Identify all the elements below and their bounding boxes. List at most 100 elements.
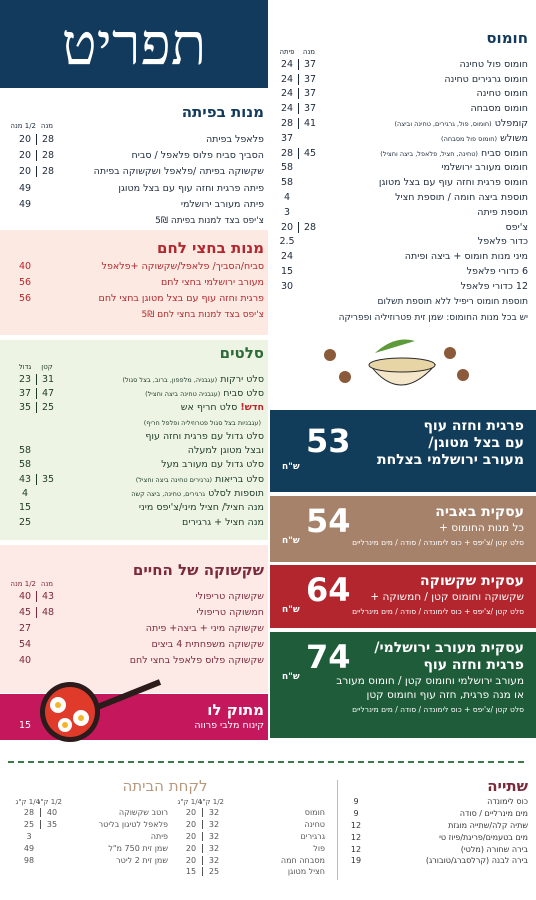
menu-item: חציל מטוגן 25 15 (180, 866, 325, 878)
item-name-cell: שתיה קלה/שתייה מוגזת (367, 821, 528, 830)
item-name: סלט גדול עם מעורב מעל (161, 459, 264, 471)
item-price: 2.5 (279, 236, 295, 248)
item-name: הסביך סביח פלוס פלאפל / סביח (131, 150, 264, 162)
item-price: 25 (208, 867, 220, 877)
deal-title: עם בצל מטוגן/ (428, 435, 524, 451)
item-name-cell: קומפלט(חומוס, פול, גרגירים, טחינה וביצה) (321, 118, 528, 129)
menu-item: חומוס סביח(טחינה, חציל, פלאפל, ביצה וחצי… (276, 146, 528, 161)
item-name: 12 כדורי פלאפל (460, 280, 528, 292)
menu-item: כדור פלאפל 2.5 (276, 235, 528, 250)
item-price: 37 (303, 88, 317, 100)
item-price: 20 (180, 855, 203, 865)
item-price: 28 (18, 808, 41, 818)
item-price: 9 (353, 809, 359, 819)
chickpea (457, 369, 469, 381)
menu-item: צ'יפס 28 20 (276, 220, 528, 235)
item-name: חומוס מעורב ירושלמי (441, 162, 528, 174)
menu-item: תוספת פיתה 3 (276, 205, 528, 220)
item-name-cell: טחינה (225, 820, 325, 829)
menu-item: חמשוקה טריפולי 48 45 (14, 605, 264, 621)
item-price: 40 (18, 260, 32, 272)
column-header: 1/2 ק"ג (37, 798, 62, 806)
item-price: 20 (180, 820, 203, 830)
item-name-cell: מים בטעמים/פריגת/פיוז טי (367, 833, 528, 842)
item-name-cell: סלט גדול עם מעורב מעל (36, 459, 264, 470)
item-price: 32 (208, 808, 220, 818)
item-name-cell: חמשוקה טריפולי (59, 607, 264, 618)
item-name-cell: פול (225, 844, 325, 853)
menu-item: מנה חציל + גרגירים 25 (14, 515, 264, 529)
item-note: (עגבניות בצל סגול פטרוזיליה ופלפל חריף) (143, 418, 261, 427)
pan-illustration (40, 679, 162, 742)
item-price: 41 (303, 118, 317, 130)
item-name-cell: בירה לבנה (קרלסברג/טובורג) (367, 856, 528, 865)
item-price: 25 (18, 820, 41, 830)
item-name: חומוס טחינה (476, 88, 528, 100)
column-headers: מנה 1/2 מנה (10, 580, 264, 589)
item-name-cell: שקשוקה פלוס פלאפל בחצי לחם (36, 655, 264, 666)
item-name-cell: 12 כדורי פלאפל (298, 281, 528, 292)
item-price: 47 (41, 387, 55, 399)
item-name-cell: פיתה פרגית וחזה עוף עם בצל מטוגן (36, 183, 264, 194)
item-name-cell: סלט ירקות(עגבניה, מלפפון, ברוב, בצל סגול… (59, 374, 264, 385)
menu-item: שתיה קלה/שתייה מוגזת 12 (345, 820, 528, 832)
item-name: קומפלט (494, 118, 528, 130)
item-name: סלט סביח (223, 387, 264, 399)
footnote: צ'יפס בצד למנות בפיתה 5₪ (155, 215, 264, 226)
item-name-cell: מעורב ירושלמי בחצי לחם (36, 277, 264, 288)
item-price: 58 (18, 459, 32, 471)
item-price: 40 (14, 591, 37, 603)
column-headers: 1/2 ק"ג 1/4 ק"ג (177, 798, 325, 807)
item-price: 28 (303, 221, 317, 233)
deal-price: 64 (306, 571, 351, 609)
item-price: 48 (41, 607, 55, 619)
deal-title: פרגית וחזה עוף (423, 418, 524, 434)
item-name: שמן זית 750 מ"ל (108, 843, 168, 853)
deal-title: עסקית באביה (435, 504, 524, 520)
item-price: 49 (18, 182, 32, 194)
yolk (62, 722, 68, 728)
item-name-cell: פיתה מעורב ירושלמי (36, 199, 264, 210)
item-price: 32 (208, 831, 220, 841)
menu-item: רוטב שקשוקה 40 28 (18, 807, 168, 819)
item-price: 20 (14, 150, 37, 162)
item-price: 58 (18, 445, 32, 457)
column-header: 1/2 ק"ג (199, 798, 224, 806)
menu-item: שמן זית 750 מ"ל 49 (18, 842, 168, 854)
menu-item: פול 32 20 (180, 842, 325, 854)
menu-item: חומוס גרגירים טחינה 37 24 (276, 72, 528, 87)
item-price: 56 (18, 277, 32, 289)
menu-item: מעורב ירושלמי בחצי לחם 56 (14, 274, 264, 290)
item-name: פלאפל בפיתה (205, 133, 264, 145)
shakshuka-section: שקשוקה של החיים מנה 1/2 מנה שקשוקה טריפולי 4… (10, 560, 264, 668)
item-price: 12 (350, 844, 362, 854)
item-name-cell: סלט גדול עם פרגית וחזה עוף (14, 431, 264, 442)
item-price: 28 (41, 133, 55, 145)
menu-item: מיני מנות חומוס + ביצה ופיתה 24 (276, 249, 528, 264)
menu-item: שקשוקה פלוס פלאפל בחצי לחם 40 (14, 652, 264, 668)
item-note: (טחינה, חציל, פלאפל, ביצה וחציל) (380, 149, 478, 158)
item-price: 56 (18, 293, 32, 305)
item-name: כוס לימונדה (487, 797, 528, 807)
deal-box: פרגית וחזה עוף עם בצל מטוגן/מעורב ירושלמי… (270, 410, 536, 492)
item-name: מנה חציל + גרגירים (182, 516, 264, 528)
deal-desc: שקשוקה וחומוס קטן / חמשוקה + (370, 591, 524, 603)
divider (8, 761, 528, 763)
item-price: 24 (276, 103, 299, 115)
item-price: 35 (46, 820, 58, 830)
item-name: רוטב שקשוקה (118, 808, 168, 818)
section-title: מנות בפיתה (181, 103, 264, 121)
item-price: 4 (21, 488, 29, 500)
menu-item: חומוס פרגית וחזה עוף עם בצל מטוגן 58 (276, 175, 528, 190)
item-price: 15 (180, 867, 203, 877)
sweet-section: מתוק לו קינוח מלבי פרווה 15 (14, 700, 264, 731)
item-price: 32 (208, 820, 220, 830)
item-name: שתיה קלה/שתייה מוגזת (448, 820, 528, 830)
menu-item: שמן זית 2 ליטר 98 (18, 854, 168, 866)
item-price: 20 (14, 133, 37, 145)
menu-item: פלאפל בפיתה 28 20 (14, 131, 264, 147)
deal-text: פרגית וחזה עוף עם בצל מטוגן/מעורב ירושלמי… (270, 410, 536, 469)
item-name-cell: כוס לימונדה (367, 797, 528, 806)
item-name: צ'יפס (505, 221, 528, 233)
section-title: שקשוקה של החיים (132, 561, 264, 579)
